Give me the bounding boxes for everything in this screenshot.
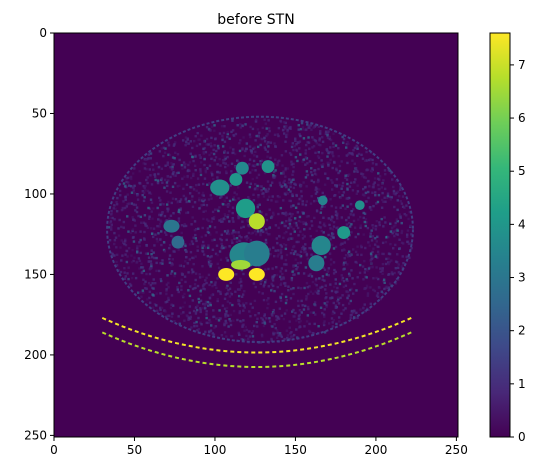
x-tick-label: 100 [204, 443, 227, 457]
x-tick-label: 250 [445, 443, 468, 457]
organ-region [229, 173, 243, 186]
colorbar-tick-label: 4 [518, 217, 526, 231]
organ-region [210, 179, 230, 196]
plot-area [54, 33, 458, 437]
x-tick-label: 50 [127, 443, 142, 457]
x-tick-label: 150 [284, 443, 307, 457]
organ-region [308, 255, 325, 272]
y-tick-label: 200 [24, 348, 47, 362]
organ-region [311, 235, 331, 256]
organ-region [163, 219, 180, 233]
organ-region [337, 226, 351, 240]
organ-region [235, 161, 249, 175]
organ-region [354, 200, 365, 211]
organ-region [261, 160, 275, 174]
y-tick-label: 150 [24, 267, 47, 281]
x-axis: 0 50 100 150 200 250 [50, 437, 468, 457]
colorbar-tick-label: 6 [518, 111, 526, 125]
y-tick-label: 250 [24, 428, 47, 442]
x-tick-label: 0 [50, 443, 58, 457]
y-tick-label: 0 [39, 26, 47, 40]
colorbar-tick-label: 0 [518, 430, 526, 444]
y-tick-label: 50 [32, 106, 47, 120]
colorbar-tick-label: 3 [518, 271, 526, 285]
bone-region [248, 267, 265, 281]
table-arcs [101, 316, 412, 368]
y-tick-label: 100 [24, 187, 47, 201]
bone-region [218, 267, 235, 281]
organ-region [171, 235, 185, 249]
organ-region [243, 240, 270, 267]
colorbar [489, 32, 511, 438]
colorbar-tick-label: 5 [518, 164, 526, 178]
colorbar-axis: 0 1 2 3 4 5 6 7 [510, 58, 526, 444]
bone-region [231, 259, 251, 270]
organ-region [235, 198, 256, 219]
colorbar-tick-label: 7 [518, 58, 526, 72]
organ-region [317, 195, 328, 206]
x-tick-label: 200 [364, 443, 387, 457]
colorbar-tick-label: 2 [518, 324, 526, 338]
chart-title: before STN [217, 12, 294, 28]
organ-region [248, 213, 265, 230]
colorbar-tick-label: 1 [518, 377, 526, 391]
body-outline [106, 115, 414, 344]
plot-frame [53, 32, 459, 438]
y-axis: 0 50 100 150 200 250 [24, 26, 54, 442]
